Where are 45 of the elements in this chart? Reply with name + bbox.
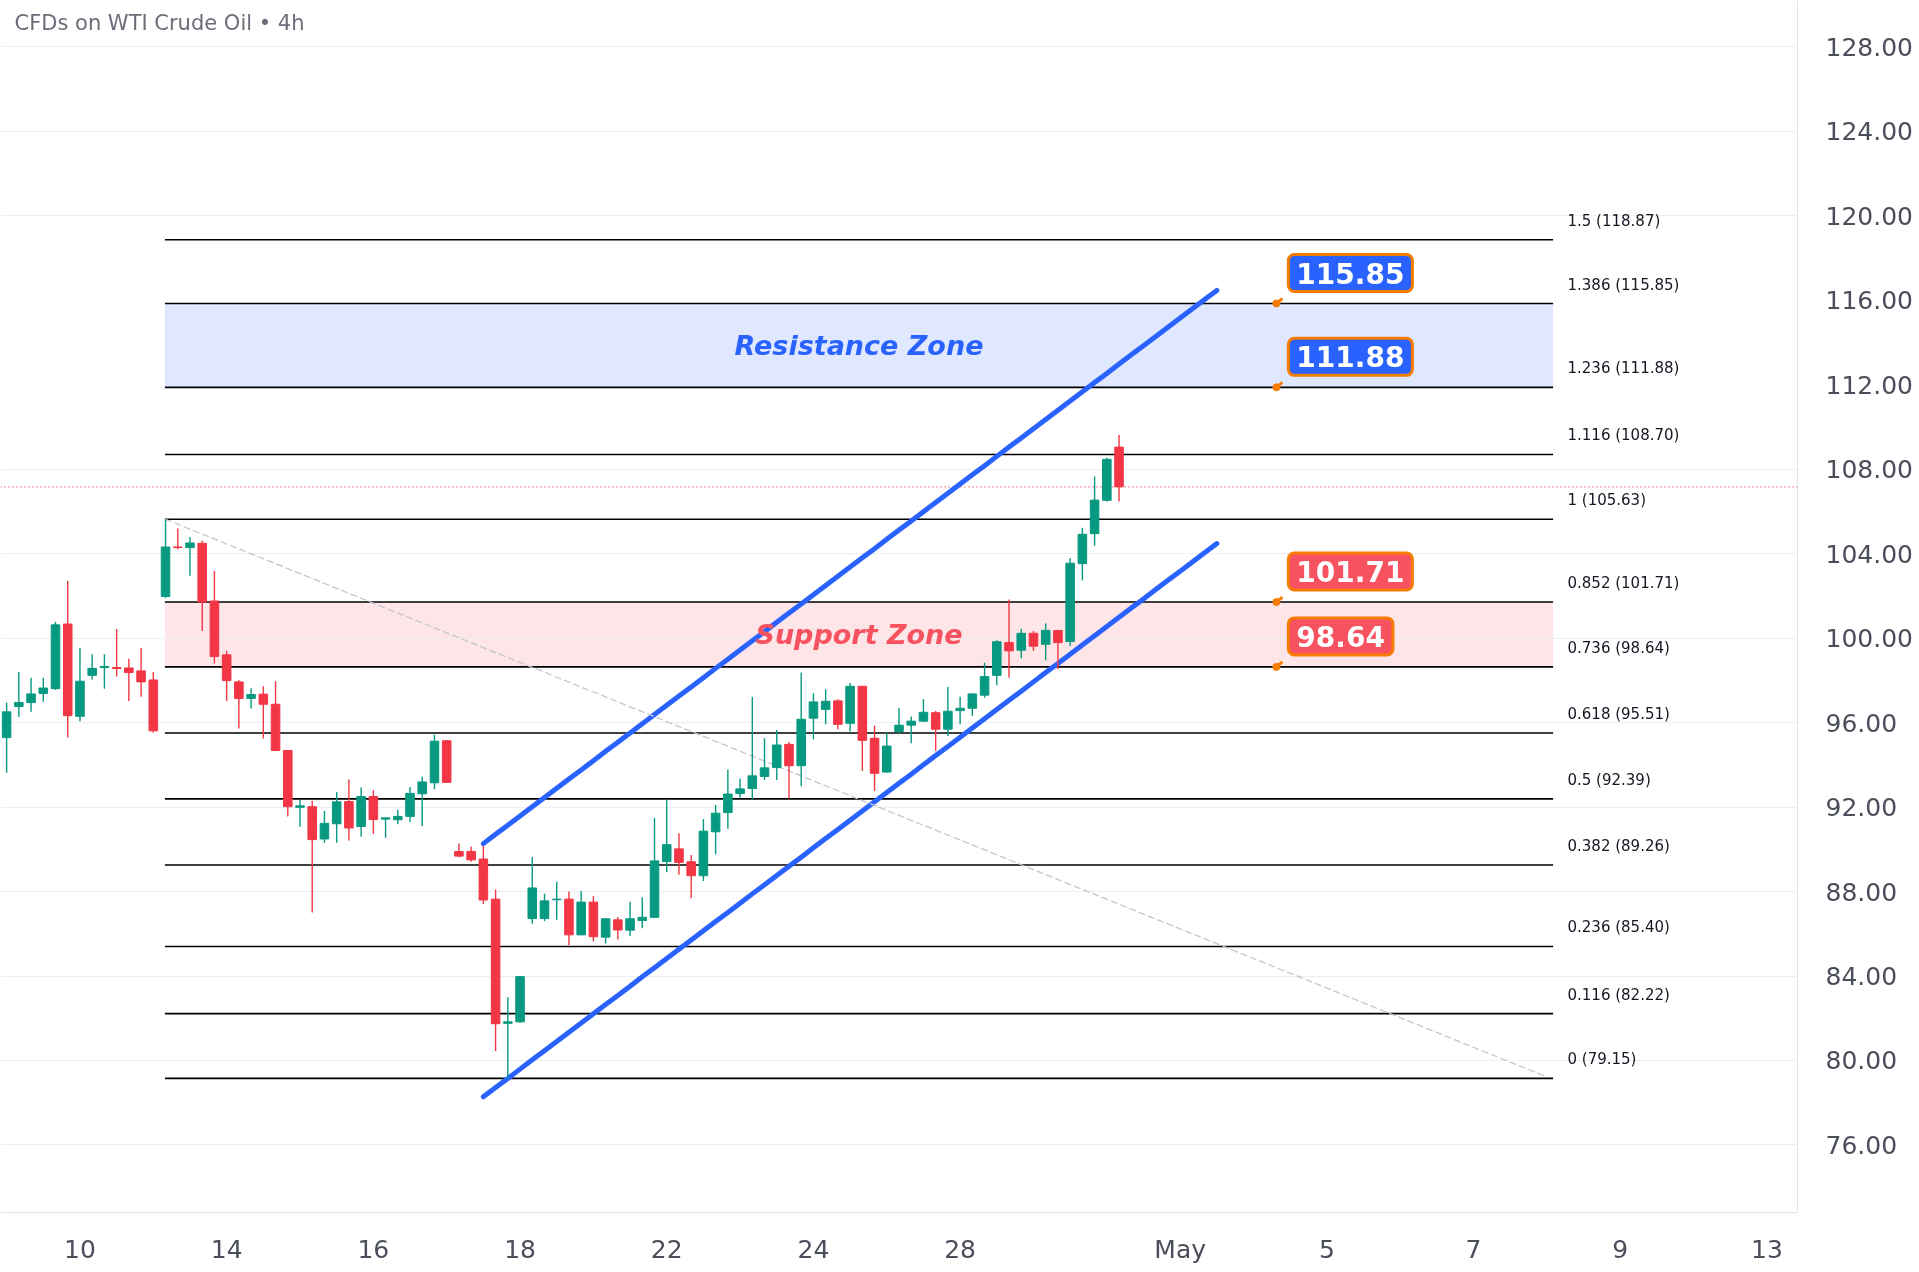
x-tick-label: 16 bbox=[357, 1234, 390, 1264]
ref-line-label: 0.852 (101.71) bbox=[1567, 574, 1680, 593]
annotation: 98.64 bbox=[1296, 620, 1385, 654]
y-tick-label: 80.00 bbox=[1825, 1046, 1898, 1076]
ref-line-label: 1 (105.63) bbox=[1567, 491, 1646, 510]
annotation: 111.88 bbox=[1296, 341, 1405, 375]
ref-line-label: 0 (79.15) bbox=[1567, 1050, 1637, 1069]
text: CFDs on WTI Crude Oil • 4h bbox=[14, 10, 305, 35]
y-tick-label: 112.00 bbox=[1825, 370, 1913, 400]
x-tick-label: May bbox=[1154, 1234, 1207, 1264]
y-tick-label: 92.00 bbox=[1825, 793, 1898, 823]
band-label: Resistance Zone bbox=[734, 329, 984, 361]
ref-line-label: 0.618 (95.51) bbox=[1567, 704, 1670, 723]
y-tick-label: 128.00 bbox=[1825, 32, 1913, 62]
ref-line-label: 1.236 (111.88) bbox=[1567, 359, 1680, 378]
x-tick-label: 5 bbox=[1318, 1234, 1335, 1264]
x-tick-label: 22 bbox=[650, 1234, 683, 1264]
ref-line-label: 1.5 (118.87) bbox=[1567, 211, 1661, 230]
y-tick-label: 104.00 bbox=[1825, 539, 1913, 569]
ref-line-label: 0.116 (82.22) bbox=[1567, 985, 1670, 1004]
y-tick-label: 120.00 bbox=[1825, 201, 1913, 231]
x-tick-label: 10 bbox=[64, 1234, 96, 1264]
y-tick-label: 124.00 bbox=[1825, 117, 1913, 147]
y-tick-label: 96.00 bbox=[1825, 708, 1898, 738]
x-tick-label: 18 bbox=[504, 1234, 536, 1264]
y-tick-label: 88.00 bbox=[1825, 877, 1898, 907]
x-tick-label: 9 bbox=[1612, 1234, 1629, 1264]
x-tick-label: 14 bbox=[210, 1234, 243, 1264]
ref-line-label: 0.382 (89.26) bbox=[1567, 836, 1670, 855]
annotation: 115.85 bbox=[1296, 257, 1405, 291]
ref-line-label: 0.736 (98.64) bbox=[1567, 638, 1670, 657]
ref-line-label: 1.386 (115.85) bbox=[1567, 275, 1680, 294]
y-tick-label: 84.00 bbox=[1825, 962, 1898, 992]
ref-line-label: 1.116 (108.70) bbox=[1567, 426, 1680, 445]
ref-line-label: 0.5 (92.39) bbox=[1567, 770, 1651, 789]
annotation: 101.71 bbox=[1296, 556, 1405, 590]
x-tick-label: 13 bbox=[1751, 1234, 1783, 1264]
x-tick-label: 7 bbox=[1465, 1234, 1482, 1264]
ref-line-label: 0.236 (85.40) bbox=[1567, 918, 1670, 937]
x-tick-label: 28 bbox=[944, 1234, 977, 1264]
y-tick-label: 100.00 bbox=[1825, 624, 1913, 654]
y-tick-label: 108.00 bbox=[1825, 455, 1913, 485]
x-tick-label: 24 bbox=[797, 1234, 830, 1264]
y-tick-label: 116.00 bbox=[1825, 286, 1913, 316]
y-tick-label: 76.00 bbox=[1825, 1130, 1898, 1160]
